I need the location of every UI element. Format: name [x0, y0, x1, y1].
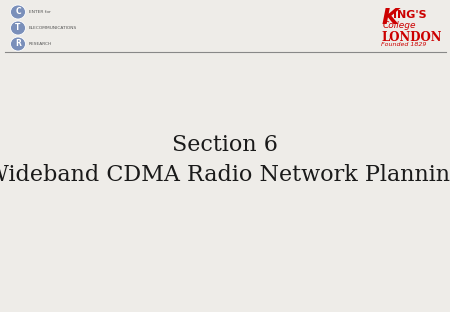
Text: R: R — [15, 40, 21, 48]
Text: ENTER for: ENTER for — [29, 10, 51, 14]
Text: ELECOMMUNICATIONS: ELECOMMUNICATIONS — [29, 26, 77, 30]
Text: K: K — [382, 8, 399, 28]
Ellipse shape — [10, 21, 26, 35]
Text: ING'S: ING'S — [393, 10, 427, 20]
Text: Founded 1829: Founded 1829 — [381, 42, 427, 47]
Text: T: T — [15, 23, 21, 32]
Text: Section 6: Section 6 — [172, 134, 278, 156]
Text: RESEARCH: RESEARCH — [29, 42, 52, 46]
Ellipse shape — [10, 37, 26, 51]
Text: LONDON: LONDON — [381, 31, 441, 44]
Text: C: C — [15, 7, 21, 17]
Text: Wideband CDMA Radio Network Planning: Wideband CDMA Radio Network Planning — [0, 164, 450, 186]
Text: College: College — [383, 21, 417, 30]
Ellipse shape — [10, 5, 26, 19]
